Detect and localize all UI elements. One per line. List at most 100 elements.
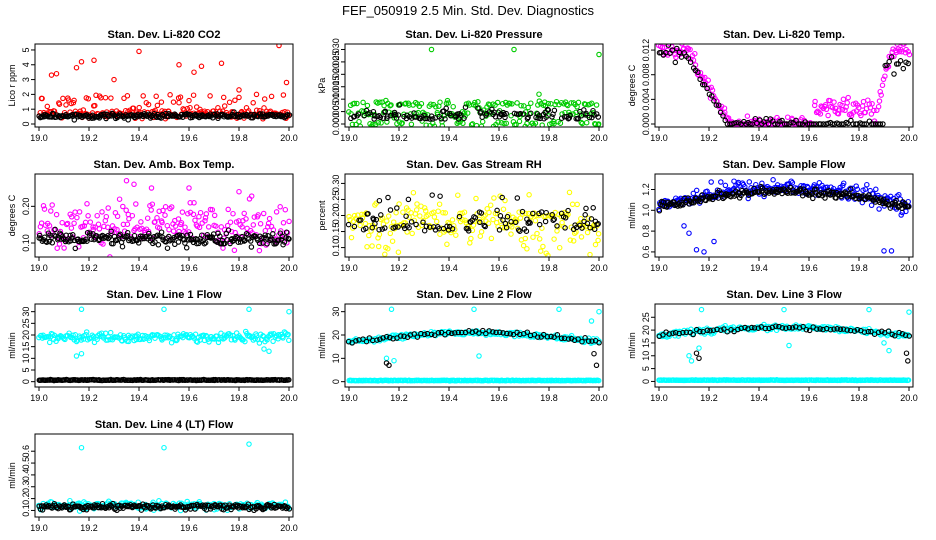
data-point [733,119,739,126]
x-tick-label: 20.0 [900,133,918,143]
data-point [554,223,560,229]
data-point [353,338,359,344]
data-point [44,112,50,119]
data-point [235,114,241,120]
x-tick-label: 19.4 [130,263,148,273]
data-point [497,329,503,336]
data-point [534,230,540,237]
data-point [105,205,111,211]
x-tick-label: 19.0 [30,393,48,403]
data-point [221,240,228,247]
data-point [845,120,851,127]
data-point [527,220,533,226]
data-point [799,192,806,199]
data-point [720,113,726,119]
data-point [543,114,549,120]
data-point [562,215,569,221]
data-point [478,210,485,216]
x-tick-label: 19.6 [800,133,818,143]
data-point [679,44,685,47]
data-point [429,116,436,122]
data-point [526,192,532,198]
data-point [817,111,824,117]
data-point [196,224,203,231]
data-point [669,47,675,54]
data-point [674,45,680,52]
data-point [582,335,588,341]
data-point [690,331,696,338]
data-point [499,194,505,201]
data-point [56,101,63,107]
data-point [509,101,515,107]
data-point [53,211,60,218]
data-point [369,224,375,231]
data-point [534,334,541,340]
data-point [413,114,419,120]
data-point [829,104,836,111]
data-point [853,192,859,199]
data-point [810,195,816,202]
data-point [255,212,261,218]
data-point [414,334,421,340]
data-point [198,63,205,70]
data-point [483,330,489,337]
data-point [260,210,267,217]
data-point [209,234,216,240]
data-point [177,94,184,100]
data-point [400,209,406,215]
data-point [396,102,403,108]
data-point [512,219,519,226]
data-point [595,114,602,120]
data-point [286,112,293,118]
data-point [461,209,468,215]
data-point [866,306,872,313]
data-point [74,214,80,221]
data-point [595,121,602,127]
data-point [413,207,420,213]
x-tick-label: 19.6 [800,263,818,273]
x-tick-label: 19.6 [490,133,508,143]
x-tick-label: 19.8 [850,393,868,403]
data-point [46,222,53,229]
data-point [772,121,778,127]
data-point [711,238,717,245]
data-point [167,92,173,98]
data-point [99,209,105,215]
y-tick-label: 25 [641,312,651,322]
data-point [264,241,270,247]
data-point [524,329,531,335]
data-point [462,104,469,110]
panel-title: Stan. Dev. Line 3 Flow [726,289,842,301]
data-point [836,107,842,113]
data-point [159,219,165,226]
data-point [816,180,823,186]
x-tick-label: 19.8 [230,393,248,403]
data-point [524,246,530,252]
data-point [207,93,213,99]
data-point [129,212,136,219]
data-point [450,103,456,110]
x-tick-label: 19.4 [440,393,458,403]
data-point [479,118,486,125]
data-point [517,215,524,221]
x-tick-label: 19.0 [650,393,668,403]
data-point [72,245,79,252]
data-point [565,336,572,342]
data-point [85,96,92,102]
data-point [511,46,517,53]
x-tick-label: 19.2 [390,263,408,273]
data-point [455,192,461,198]
x-tick-label: 19.6 [800,393,818,403]
data-point [239,224,245,230]
data-point [882,73,888,79]
panel-8: Stan. Dev. Line 2 Flow 19.0 19.2 19.4 19.6 19… [317,289,608,403]
data-point [899,331,906,337]
data-point [593,362,600,369]
data-point [418,100,425,107]
data-point [542,218,549,225]
data-point [823,106,830,113]
data-point [468,235,474,242]
y-tick-label: 0.030 [331,38,341,61]
y-tick-label: 0.008 [641,63,651,86]
data-point [897,58,904,64]
